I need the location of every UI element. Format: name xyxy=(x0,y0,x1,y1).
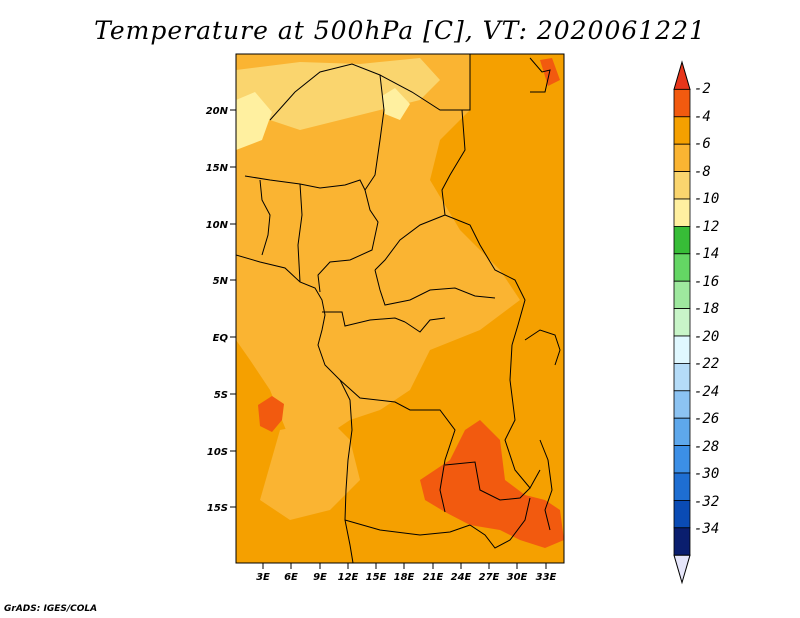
lat-label: 5N xyxy=(213,276,229,287)
colorbar-label: -4 xyxy=(694,109,711,125)
borders xyxy=(236,54,561,563)
colorbar-segment xyxy=(673,445,691,474)
field-band-light-2 xyxy=(236,120,330,250)
colorbar-label: -22 xyxy=(694,356,719,372)
field-band-light-3 xyxy=(260,420,360,520)
colorbar-label: -30 xyxy=(694,466,719,482)
lon-label: 24E xyxy=(451,572,472,583)
lon-label: 30E xyxy=(507,572,528,583)
colorbar-label: -18 xyxy=(694,301,719,317)
lon-label: 6E xyxy=(284,572,298,583)
temperature-field xyxy=(236,54,564,563)
lat-label: 10S xyxy=(207,447,228,458)
lat-label: 10N xyxy=(206,220,229,231)
colorbar-segment xyxy=(673,362,691,392)
colorbar-label: -12 xyxy=(694,219,719,235)
colorbar-segment xyxy=(673,225,691,255)
colorbar-segment xyxy=(673,198,691,227)
colorbar-segment xyxy=(673,171,691,200)
colorbar-label: -24 xyxy=(694,384,719,400)
field-band-palest xyxy=(236,92,272,150)
colorbar-segment xyxy=(673,308,691,337)
lat-label: 20N xyxy=(206,106,229,117)
colorbar-top-arrow xyxy=(673,60,691,90)
lon-label: 21E xyxy=(423,572,444,583)
field-warm-west xyxy=(258,396,284,432)
lat-label: 15S xyxy=(207,503,228,514)
field-band-pale xyxy=(236,58,440,130)
lon-label: 27E xyxy=(479,572,500,583)
colorbar-label: -34 xyxy=(694,521,719,537)
lat-axis: 20N 15N 10N 5N EQ 5S 10S 15S xyxy=(206,106,236,514)
colorbar-segment xyxy=(673,417,691,447)
colorbar-segment xyxy=(673,527,691,556)
colorbar xyxy=(673,60,691,585)
colorbar-segment xyxy=(673,116,691,145)
colorbar-label: -20 xyxy=(694,329,719,345)
lon-label: 3E xyxy=(256,572,270,583)
lon-axis: 3E 6E 9E 12E 15E 18E 21E 24E 27E 30E 33E xyxy=(256,563,557,583)
colorbar-labels: -2 -4 -6 -8 -10 -12 -14 -16 -18 -20 -22 … xyxy=(694,81,719,537)
lon-label: 15E xyxy=(366,572,387,583)
lat-label: 15N xyxy=(206,163,229,174)
colorbar-label: -26 xyxy=(694,411,719,427)
colorbar-bottom-arrow xyxy=(673,554,691,585)
colorbar-label: -10 xyxy=(694,191,719,207)
lat-label: EQ xyxy=(213,333,229,344)
field-warm-south xyxy=(420,420,564,548)
colorbar-segment xyxy=(673,499,691,529)
lon-label: 33E xyxy=(536,572,557,583)
colorbar-segment xyxy=(673,472,691,501)
colorbar-label: -28 xyxy=(694,439,719,455)
colorbar-segment xyxy=(673,280,691,310)
field-band-palest-2 xyxy=(382,88,410,120)
lat-label: 5S xyxy=(214,390,228,401)
colorbar-label: -2 xyxy=(694,81,711,97)
colorbar-label: -6 xyxy=(694,136,711,152)
colorbar-label: -32 xyxy=(694,494,719,510)
colorbar-segment xyxy=(673,253,691,282)
lon-label: 12E xyxy=(338,572,359,583)
colorbar-segment xyxy=(673,390,691,419)
colorbar-segment xyxy=(673,89,691,118)
chart-title: Temperature at 500hPa [C], VT: 202006122… xyxy=(94,16,706,45)
colorbar-segment xyxy=(673,143,691,172)
credit-text: GrADS: IGES/COLA xyxy=(4,604,98,614)
colorbar-segment xyxy=(673,335,691,364)
lon-label: 9E xyxy=(313,572,327,583)
colorbar-label: -8 xyxy=(694,164,711,180)
colorbar-label: -16 xyxy=(694,274,719,290)
lon-label: 18E xyxy=(394,572,415,583)
map-frame xyxy=(235,53,565,564)
colorbar-label: -14 xyxy=(694,246,719,262)
